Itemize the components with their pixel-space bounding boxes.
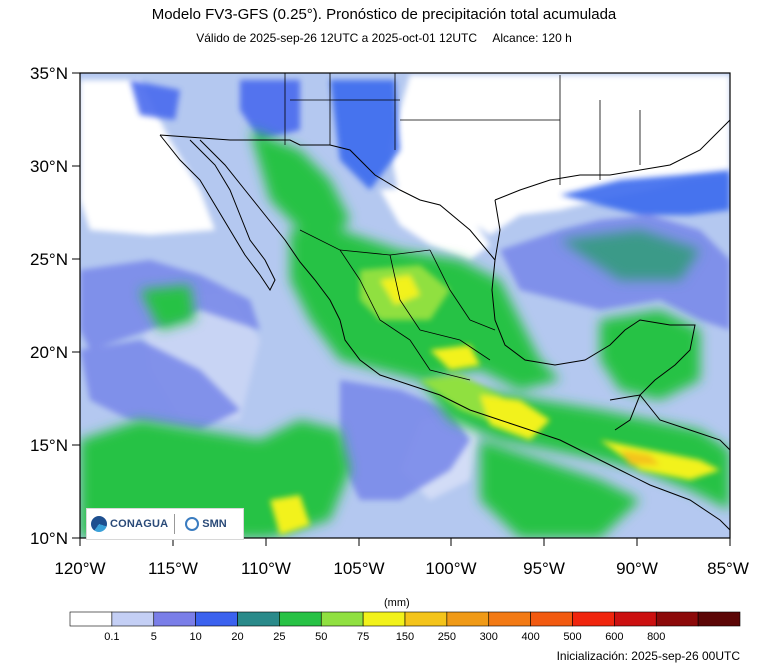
colorbar-swatch <box>488 611 531 627</box>
us-mexico-border <box>159 134 496 261</box>
smn-emblem-icon <box>185 517 200 531</box>
lon-label: 90°W <box>616 559 658 578</box>
latitude-labels: 35°N 30°N 25°N 20°N 15°N 10°N <box>30 64 68 548</box>
baja-california-coast <box>159 134 276 291</box>
colorbar-label: 400 <box>521 631 539 643</box>
colorbar-label: 250 <box>438 631 456 643</box>
colorbar-swatch <box>69 611 113 627</box>
lat-label: 15°N <box>30 436 68 455</box>
initialization-time: Inicialización: 2025-sep-26 00UTC <box>556 649 740 663</box>
colorbar-swatch <box>320 611 364 627</box>
lon-label: 85°W <box>707 559 749 578</box>
colorbar-swatch <box>614 611 657 627</box>
lat-label: 10°N <box>30 529 68 548</box>
colorbar-swatch <box>655 611 699 627</box>
lon-label: 100°W <box>425 559 476 578</box>
colorbar-label: 25 <box>273 631 285 643</box>
logo-divider <box>174 514 176 534</box>
colorbar-label: 300 <box>480 631 498 643</box>
lat-label: 20°N <box>30 343 68 362</box>
colorbar-label: 5 <box>151 631 157 643</box>
lon-label: 115°W <box>148 559 198 578</box>
chart-title: Modelo FV3-GFS (0.25°). Pronóstico de pr… <box>151 6 617 23</box>
lon-label: 120°W <box>54 559 105 578</box>
colorbar-swatch <box>279 611 322 627</box>
axis-ticks <box>72 72 731 546</box>
colorbar-label: 600 <box>605 631 623 643</box>
intense-rain-areas <box>270 265 720 535</box>
us-state-lines <box>284 73 641 185</box>
precip-field <box>80 73 730 538</box>
chart-subtitle: Válido de 2025-sep-26 12UTC a 2025-oct-0… <box>0 31 768 45</box>
colorbar-label: 50 <box>315 631 327 643</box>
conagua-logo: CONAGUA <box>87 516 168 532</box>
colorbar-label: 150 <box>396 631 414 643</box>
lat-label: 25°N <box>30 250 68 269</box>
gulf-coast <box>491 199 696 431</box>
colorbar-swatch <box>195 611 238 627</box>
colorbar-label: 75 <box>357 631 369 643</box>
central-america-border <box>609 394 730 451</box>
colorbar-swatch <box>237 611 280 627</box>
conagua-emblem-icon <box>91 516 107 532</box>
colorbar-swatch <box>530 611 573 627</box>
lon-label: 110°W <box>241 559 291 578</box>
colorbar-label: 500 <box>563 631 581 643</box>
colorbar-swatch <box>362 611 406 627</box>
lon-label: 105°W <box>333 559 384 578</box>
colorbar-label: 20 <box>231 631 243 643</box>
colorbar-swatch <box>697 611 741 627</box>
colorbar-swatch <box>404 611 448 627</box>
lon-label: 95°W <box>523 559 565 578</box>
lat-label: 35°N <box>30 64 68 83</box>
map-frame <box>79 72 731 539</box>
mexico-state-lines <box>299 229 496 381</box>
colorbar-swatch <box>446 611 490 627</box>
colorbar-label: 10 <box>190 631 202 643</box>
smn-logo: SMN <box>181 517 227 531</box>
colorbar: 0.1 5 10 20 25 50 75 150 250 300 400 500 600 800 <box>69 611 741 643</box>
colorbar-swatch <box>111 611 155 627</box>
colorbar-swatch <box>153 611 196 627</box>
forecast-range: Alcance: 120 h <box>492 31 572 45</box>
lat-label: 30°N <box>30 157 68 176</box>
valid-period: Válido de 2025-sep-26 12UTC a 2025-oct-0… <box>196 31 478 45</box>
colorbar-label: 0.1 <box>104 631 119 643</box>
agency-logos: CONAGUA SMN <box>86 508 244 540</box>
longitude-labels: 120°W 115°W 110°W 105°W 100°W 95°W 90°W … <box>54 559 748 578</box>
pacific-coast <box>199 139 730 531</box>
colorbar-label: 800 <box>647 631 665 643</box>
colorbar-swatch <box>572 611 615 627</box>
colorbar-units: (mm) <box>384 597 410 609</box>
coastlines <box>159 73 730 531</box>
us-gulf-coast <box>494 119 730 201</box>
